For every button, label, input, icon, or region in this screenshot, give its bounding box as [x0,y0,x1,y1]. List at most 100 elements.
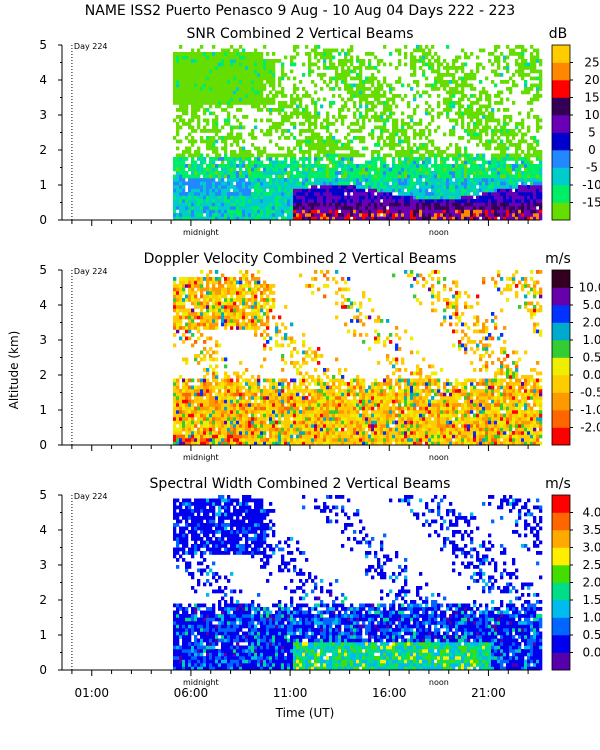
heatmap-cell [200,178,204,182]
heatmap-cell [479,48,483,53]
heatmap-cell [182,62,186,67]
heatmap-cell [173,185,177,189]
heatmap-cell [221,308,225,313]
heatmap-cell [290,69,294,74]
heatmap-cell [230,76,234,81]
heatmap-cell [482,167,486,172]
heatmap-cell [521,90,525,95]
heatmap-cell [377,174,381,179]
heatmap-cell [485,160,489,165]
heatmap-cell [236,209,240,214]
heatmap-cell [305,171,309,175]
heatmap-cell [260,90,264,95]
heatmap-cell [278,136,282,140]
heatmap-cell [365,160,369,165]
heatmap-cell [485,143,489,147]
heatmap-cell [368,188,372,193]
heatmap-cell [185,146,189,151]
heatmap-cell [380,202,384,207]
heatmap-cell [212,209,216,214]
heatmap-cell [416,146,420,151]
heatmap-cell [281,181,285,186]
heatmap-cell [518,73,522,77]
heatmap-cell [476,209,480,214]
heatmap-cell [494,209,498,214]
heatmap-cell [509,90,513,95]
heatmap-cell [218,52,222,56]
heatmap-cell [176,284,180,288]
heatmap-cell [194,199,198,203]
heatmap-cell [341,213,345,217]
heatmap-cell [179,101,183,105]
heatmap-cell [182,206,186,210]
heatmap-cell [173,101,177,105]
heatmap-cell [353,150,357,154]
heatmap-cell [248,83,252,88]
heatmap-cell [200,97,204,102]
heatmap-cell [191,188,195,193]
heatmap-cell [530,171,534,175]
heatmap-cell [440,80,444,84]
heatmap-cell [368,209,372,214]
heatmap-cell [269,209,273,214]
heatmap-cell [440,157,444,161]
heatmap-cell [392,143,396,147]
heatmap-cell [191,178,195,182]
heatmap-cell [446,171,450,175]
heatmap-cell [506,188,510,193]
heatmap-cell [293,90,297,95]
heatmap-cell [221,146,225,151]
heatmap-cell [284,202,288,207]
heatmap-cell [266,185,270,189]
heatmap-cell [485,97,489,102]
heatmap-cell [335,164,339,168]
heatmap-cell [338,94,342,98]
heatmap-cell [299,80,303,84]
heatmap-cell [437,206,441,210]
heatmap-cell [302,171,306,175]
heatmap-cell [224,143,228,147]
heatmap-cell [299,206,303,210]
heatmap-cell [173,322,177,327]
heatmap-cell [539,209,543,214]
heatmap-cell [488,115,492,119]
heatmap-cell [179,206,183,210]
heatmap-cell [287,185,291,189]
heatmap-cell [209,167,213,172]
heatmap-cell [203,410,207,414]
heatmap-cell [389,136,393,140]
heatmap-cell [257,76,261,81]
heatmap-cell [461,94,465,98]
heatmap-cell [188,329,192,334]
heatmap-cell [191,287,195,292]
heatmap-cell [257,59,261,63]
heatmap-cell [209,326,213,330]
heatmap-cell [452,87,456,91]
heatmap-cell [215,420,219,425]
heatmap-cell [308,143,312,147]
heatmap-cell [392,171,396,175]
heatmap-cell [215,441,219,446]
heatmap-cell [497,108,501,112]
heatmap-cell [317,157,321,161]
heatmap-cell [374,164,378,168]
heatmap-cell [191,291,195,295]
heatmap-cell [443,213,447,217]
heatmap-cell [401,132,405,137]
heatmap-cell [227,291,231,295]
heatmap-cell [473,101,477,105]
heatmap-cell [215,350,219,355]
heatmap-cell [332,62,336,67]
heatmap-cell [287,115,291,119]
heatmap-cell [503,129,507,133]
heatmap-cell [395,66,399,70]
heatmap-cell [491,62,495,67]
heatmap-cell [338,199,342,203]
heatmap-cell [179,375,183,379]
heatmap-cell [476,206,480,210]
heatmap-cell [404,132,408,137]
heatmap-cell [509,153,513,158]
heatmap-cell [227,420,231,425]
heatmap-cell [239,322,243,327]
heatmap-cell [182,111,186,116]
